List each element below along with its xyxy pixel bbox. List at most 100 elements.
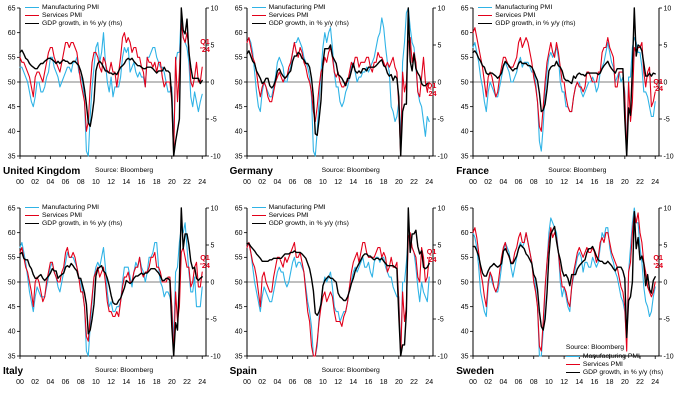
source-label: Source: Bloomberg <box>565 344 625 351</box>
svg-text:-10: -10 <box>211 353 221 360</box>
svg-text:24: 24 <box>425 179 433 186</box>
annotation-line2: '24 <box>653 260 664 270</box>
manufacturing-line-swatch <box>478 7 493 8</box>
services-line-swatch <box>251 15 266 16</box>
chart-spain: 35 40 45 50 55 60 65 -10 -5 0 5 10 00 02 04 06 08 10 12 14 1… <box>227 200 453 400</box>
svg-text:0: 0 <box>211 79 215 86</box>
svg-text:50: 50 <box>8 79 16 86</box>
svg-text:5: 5 <box>211 42 215 49</box>
svg-text:50: 50 <box>461 279 469 286</box>
svg-text:22: 22 <box>183 379 191 386</box>
svg-text:08: 08 <box>77 179 85 186</box>
svg-text:14: 14 <box>122 179 130 186</box>
svg-text:50: 50 <box>8 279 16 286</box>
svg-text:22: 22 <box>636 179 644 186</box>
manufacturing-line-swatch <box>25 7 39 8</box>
svg-text:35: 35 <box>234 153 242 160</box>
svg-text:08: 08 <box>303 379 311 386</box>
svg-text:40: 40 <box>461 329 469 336</box>
italy-legend: Manufacturing PMI Services PMI GDP growt… <box>25 204 122 227</box>
q1-24-annotation: Q1'24 <box>195 38 215 53</box>
svg-text:04: 04 <box>273 379 281 386</box>
services-line-swatch <box>565 364 580 365</box>
svg-text:14: 14 <box>349 379 357 386</box>
svg-text:12: 12 <box>560 179 568 186</box>
legend-entry-manufacturing: Manufacturing PMI <box>251 4 349 11</box>
svg-text:08: 08 <box>530 379 538 386</box>
svg-text:22: 22 <box>636 379 644 386</box>
q1-24-annotation: Q1'24 <box>195 254 215 269</box>
svg-text:16: 16 <box>591 379 599 386</box>
svg-text:65: 65 <box>234 205 242 212</box>
svg-text:18: 18 <box>153 379 161 386</box>
svg-text:45: 45 <box>8 104 16 111</box>
services-line-swatch <box>25 215 39 216</box>
uk-legend: Manufacturing PMI Services PMI GDP growt… <box>25 4 122 27</box>
svg-text:22: 22 <box>410 179 418 186</box>
source-label: Source: Bloomberg <box>95 167 154 174</box>
sweden-legend: Source: Bloomberg Manufacturing PMI Serv… <box>565 344 663 376</box>
svg-text:16: 16 <box>138 379 146 386</box>
france-plot-canvas: 35 40 45 50 55 60 65 -10 -5 0 5 10 00 02 04 06 08 10 12 14 1… <box>461 5 674 186</box>
svg-text:40: 40 <box>461 129 469 136</box>
svg-text:00: 00 <box>243 179 251 186</box>
legend-label-manufacturing: Manufacturing PMI <box>268 4 326 11</box>
svg-text:5: 5 <box>664 42 668 49</box>
svg-text:55: 55 <box>461 255 469 262</box>
svg-text:-5: -5 <box>437 116 443 123</box>
gdp-line-swatch <box>25 23 39 24</box>
manufacturing-line-swatch <box>251 207 266 208</box>
svg-text:06: 06 <box>288 379 296 386</box>
svg-text:55: 55 <box>8 255 16 262</box>
svg-text:14: 14 <box>576 179 584 186</box>
svg-text:20: 20 <box>395 379 403 386</box>
svg-text:-5: -5 <box>437 316 443 323</box>
svg-text:04: 04 <box>500 179 508 186</box>
legend-entry-manufacturing: Manufacturing PMI <box>251 204 349 211</box>
legend-label-services: Services PMI <box>268 212 309 219</box>
legend-label-services: Services PMI <box>42 212 83 219</box>
country-label: France <box>456 166 489 177</box>
legend-entry-services: Services PMI <box>251 212 349 219</box>
legend-entry-services: Services PMI <box>25 12 122 19</box>
svg-text:10: 10 <box>92 379 100 386</box>
svg-text:02: 02 <box>31 179 39 186</box>
svg-text:04: 04 <box>500 379 508 386</box>
svg-text:10: 10 <box>664 5 672 12</box>
svg-text:-5: -5 <box>664 316 670 323</box>
svg-text:10: 10 <box>211 5 219 12</box>
svg-text:04: 04 <box>46 179 54 186</box>
country-label: Spain <box>229 366 257 377</box>
svg-text:06: 06 <box>515 179 523 186</box>
legend-label-services: Services PMI <box>268 12 309 19</box>
legend-label-manufacturing: Manufacturing PMI <box>582 353 640 360</box>
manufacturing-line-swatch <box>565 356 580 357</box>
spain-plot-canvas: 35 40 45 50 55 60 65 -10 -5 0 5 10 00 02 04 06 08 10 12 14 1… <box>234 205 447 386</box>
svg-text:02: 02 <box>258 179 266 186</box>
gdp-line-swatch <box>478 23 493 24</box>
svg-text:45: 45 <box>234 104 242 111</box>
svg-text:0: 0 <box>664 279 668 286</box>
svg-text:10: 10 <box>545 179 553 186</box>
svg-text:40: 40 <box>234 129 242 136</box>
legend-label-gdp: GDP growth, in % y/y (rhs) <box>268 20 349 27</box>
svg-text:35: 35 <box>8 153 16 160</box>
svg-text:00: 00 <box>16 379 24 386</box>
svg-text:55: 55 <box>8 55 16 62</box>
services-line-swatch <box>478 15 493 16</box>
legend-label-manufacturing: Manufacturing PMI <box>42 4 100 11</box>
svg-text:10: 10 <box>319 379 327 386</box>
svg-text:-10: -10 <box>664 153 674 160</box>
country-label: Sweden <box>456 366 494 377</box>
italy-plot-canvas: 35 40 45 50 55 60 65 -10 -5 0 5 10 00 02 04 06 08 10 12 14 1… <box>8 205 221 386</box>
svg-text:00: 00 <box>16 179 24 186</box>
svg-text:12: 12 <box>334 379 342 386</box>
svg-text:10: 10 <box>664 205 672 212</box>
svg-text:02: 02 <box>258 379 266 386</box>
svg-text:06: 06 <box>62 379 70 386</box>
svg-text:5: 5 <box>664 242 668 249</box>
svg-text:10: 10 <box>545 379 553 386</box>
svg-text:20: 20 <box>168 179 176 186</box>
svg-text:-5: -5 <box>664 116 670 123</box>
